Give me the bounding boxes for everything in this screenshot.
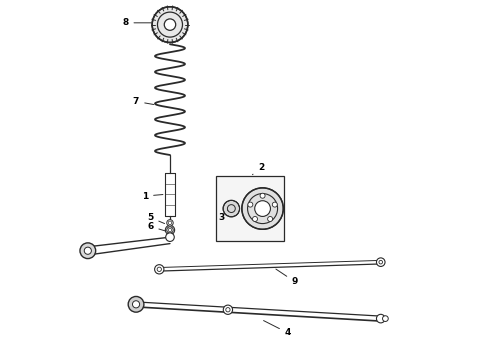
Circle shape [166,233,174,242]
Circle shape [242,188,283,229]
Bar [217,176,284,241]
Text: 4: 4 [264,320,291,337]
Circle shape [84,247,92,254]
Text: 9: 9 [276,269,298,286]
Circle shape [383,316,388,321]
Circle shape [255,201,270,216]
Circle shape [164,19,176,30]
Circle shape [376,258,385,266]
Circle shape [223,201,240,217]
Text: 7: 7 [133,97,154,106]
Circle shape [268,216,272,221]
Circle shape [260,193,265,198]
Circle shape [132,301,140,308]
Circle shape [80,243,96,258]
Circle shape [128,296,144,312]
Circle shape [165,225,174,235]
Circle shape [167,220,173,226]
Circle shape [376,314,385,323]
Circle shape [223,305,233,314]
Circle shape [155,265,164,274]
Circle shape [272,202,277,207]
Circle shape [167,227,173,233]
Text: 2: 2 [252,163,264,175]
Text: 3: 3 [219,210,228,222]
Circle shape [248,202,253,207]
Circle shape [152,7,188,42]
Text: 5: 5 [147,213,165,224]
Text: 1: 1 [142,192,163,201]
Circle shape [252,216,258,221]
Text: 6: 6 [147,222,166,231]
Text: 8: 8 [122,18,151,27]
